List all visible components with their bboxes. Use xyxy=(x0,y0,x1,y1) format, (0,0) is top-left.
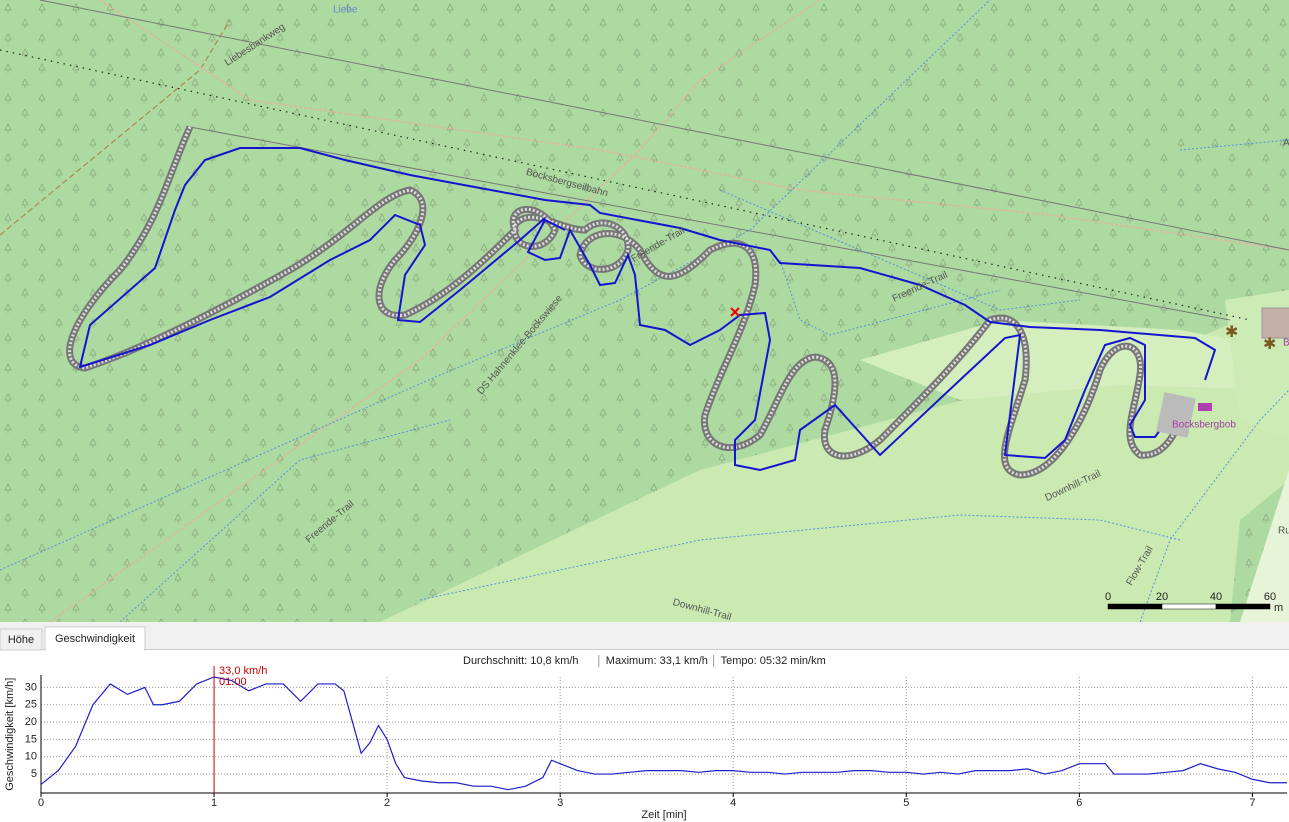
stats: Durchschnitt: 10,8 km/h Maximum: 33,1 km/… xyxy=(463,655,826,667)
scale-label: 20 xyxy=(1156,591,1168,603)
y-axis-title: Geschwindigkeit [km/h] xyxy=(4,678,16,791)
x-axis-title: Zeit [min] xyxy=(641,809,686,821)
poi-icon: ✱ xyxy=(1263,336,1276,353)
cursor-time: 01:00 xyxy=(219,676,247,688)
x-tick-label: 0 xyxy=(38,797,44,809)
speed-line xyxy=(40,676,1287,791)
x-tick-label: 2 xyxy=(384,797,390,809)
scale-unit: m xyxy=(1274,602,1283,614)
y-tick-label: 10 xyxy=(25,751,37,763)
x-tick-label: 1 xyxy=(211,797,217,809)
scale-segment xyxy=(1107,603,1163,610)
x-tick-label: 5 xyxy=(903,797,909,809)
scale-label: 40 xyxy=(1210,591,1222,603)
scale-label: 0 xyxy=(1105,591,1111,603)
speed-chart: 5 10 15 20 25 30 0 1 2 3 4 5 6 7 Zeit [min] Geschwindig… xyxy=(4,665,1287,821)
poi-icon xyxy=(1198,403,1212,411)
scale-segment xyxy=(1215,603,1271,610)
tab[interactable] xyxy=(0,628,43,651)
y-tick-label: 30 xyxy=(25,681,37,693)
stat: Durchschnitt: 10,8 km/h xyxy=(463,655,579,667)
map-label: A xyxy=(1283,138,1289,149)
position-marker xyxy=(730,307,740,317)
tab-label[interactable]: Höhe xyxy=(8,634,34,646)
building xyxy=(1261,307,1289,339)
cursor-value: 33,0 km/h xyxy=(219,665,267,677)
x-tick-label: 6 xyxy=(1076,797,1082,809)
building xyxy=(1156,392,1196,438)
map-label: Bocksbergbob xyxy=(1172,420,1236,431)
stat: Maximum: 33,1 km/h xyxy=(606,655,708,667)
stat: Tempo: 05:32 min/km xyxy=(721,655,826,667)
x-tick-label: 7 xyxy=(1249,797,1255,809)
scale-bar: 0 20 40 60m xyxy=(1105,591,1283,614)
gps-track xyxy=(78,147,1217,472)
x-tick-label: 4 xyxy=(730,797,736,809)
x-tick-label: 3 xyxy=(557,797,563,809)
y-tick-label: 5 xyxy=(31,768,37,780)
y-tick-label: 15 xyxy=(25,733,37,745)
y-tick-label: 20 xyxy=(25,716,37,728)
scale-label: 60 xyxy=(1264,591,1276,603)
map[interactable]: ✱ ✱ Liebe Liebesbankweg Bocksbergseilbah… xyxy=(0,0,1289,623)
tab-label[interactable]: Geschwindigkeit xyxy=(55,633,135,645)
tab-bar xyxy=(0,622,1289,650)
poi-icon: ✱ xyxy=(1225,324,1238,341)
map-label: B xyxy=(1283,338,1289,349)
scale-segment xyxy=(1161,603,1217,610)
map-label: Liebe xyxy=(333,5,358,16)
map-label: Ru xyxy=(1278,526,1289,537)
y-tick-label: 25 xyxy=(25,699,37,711)
